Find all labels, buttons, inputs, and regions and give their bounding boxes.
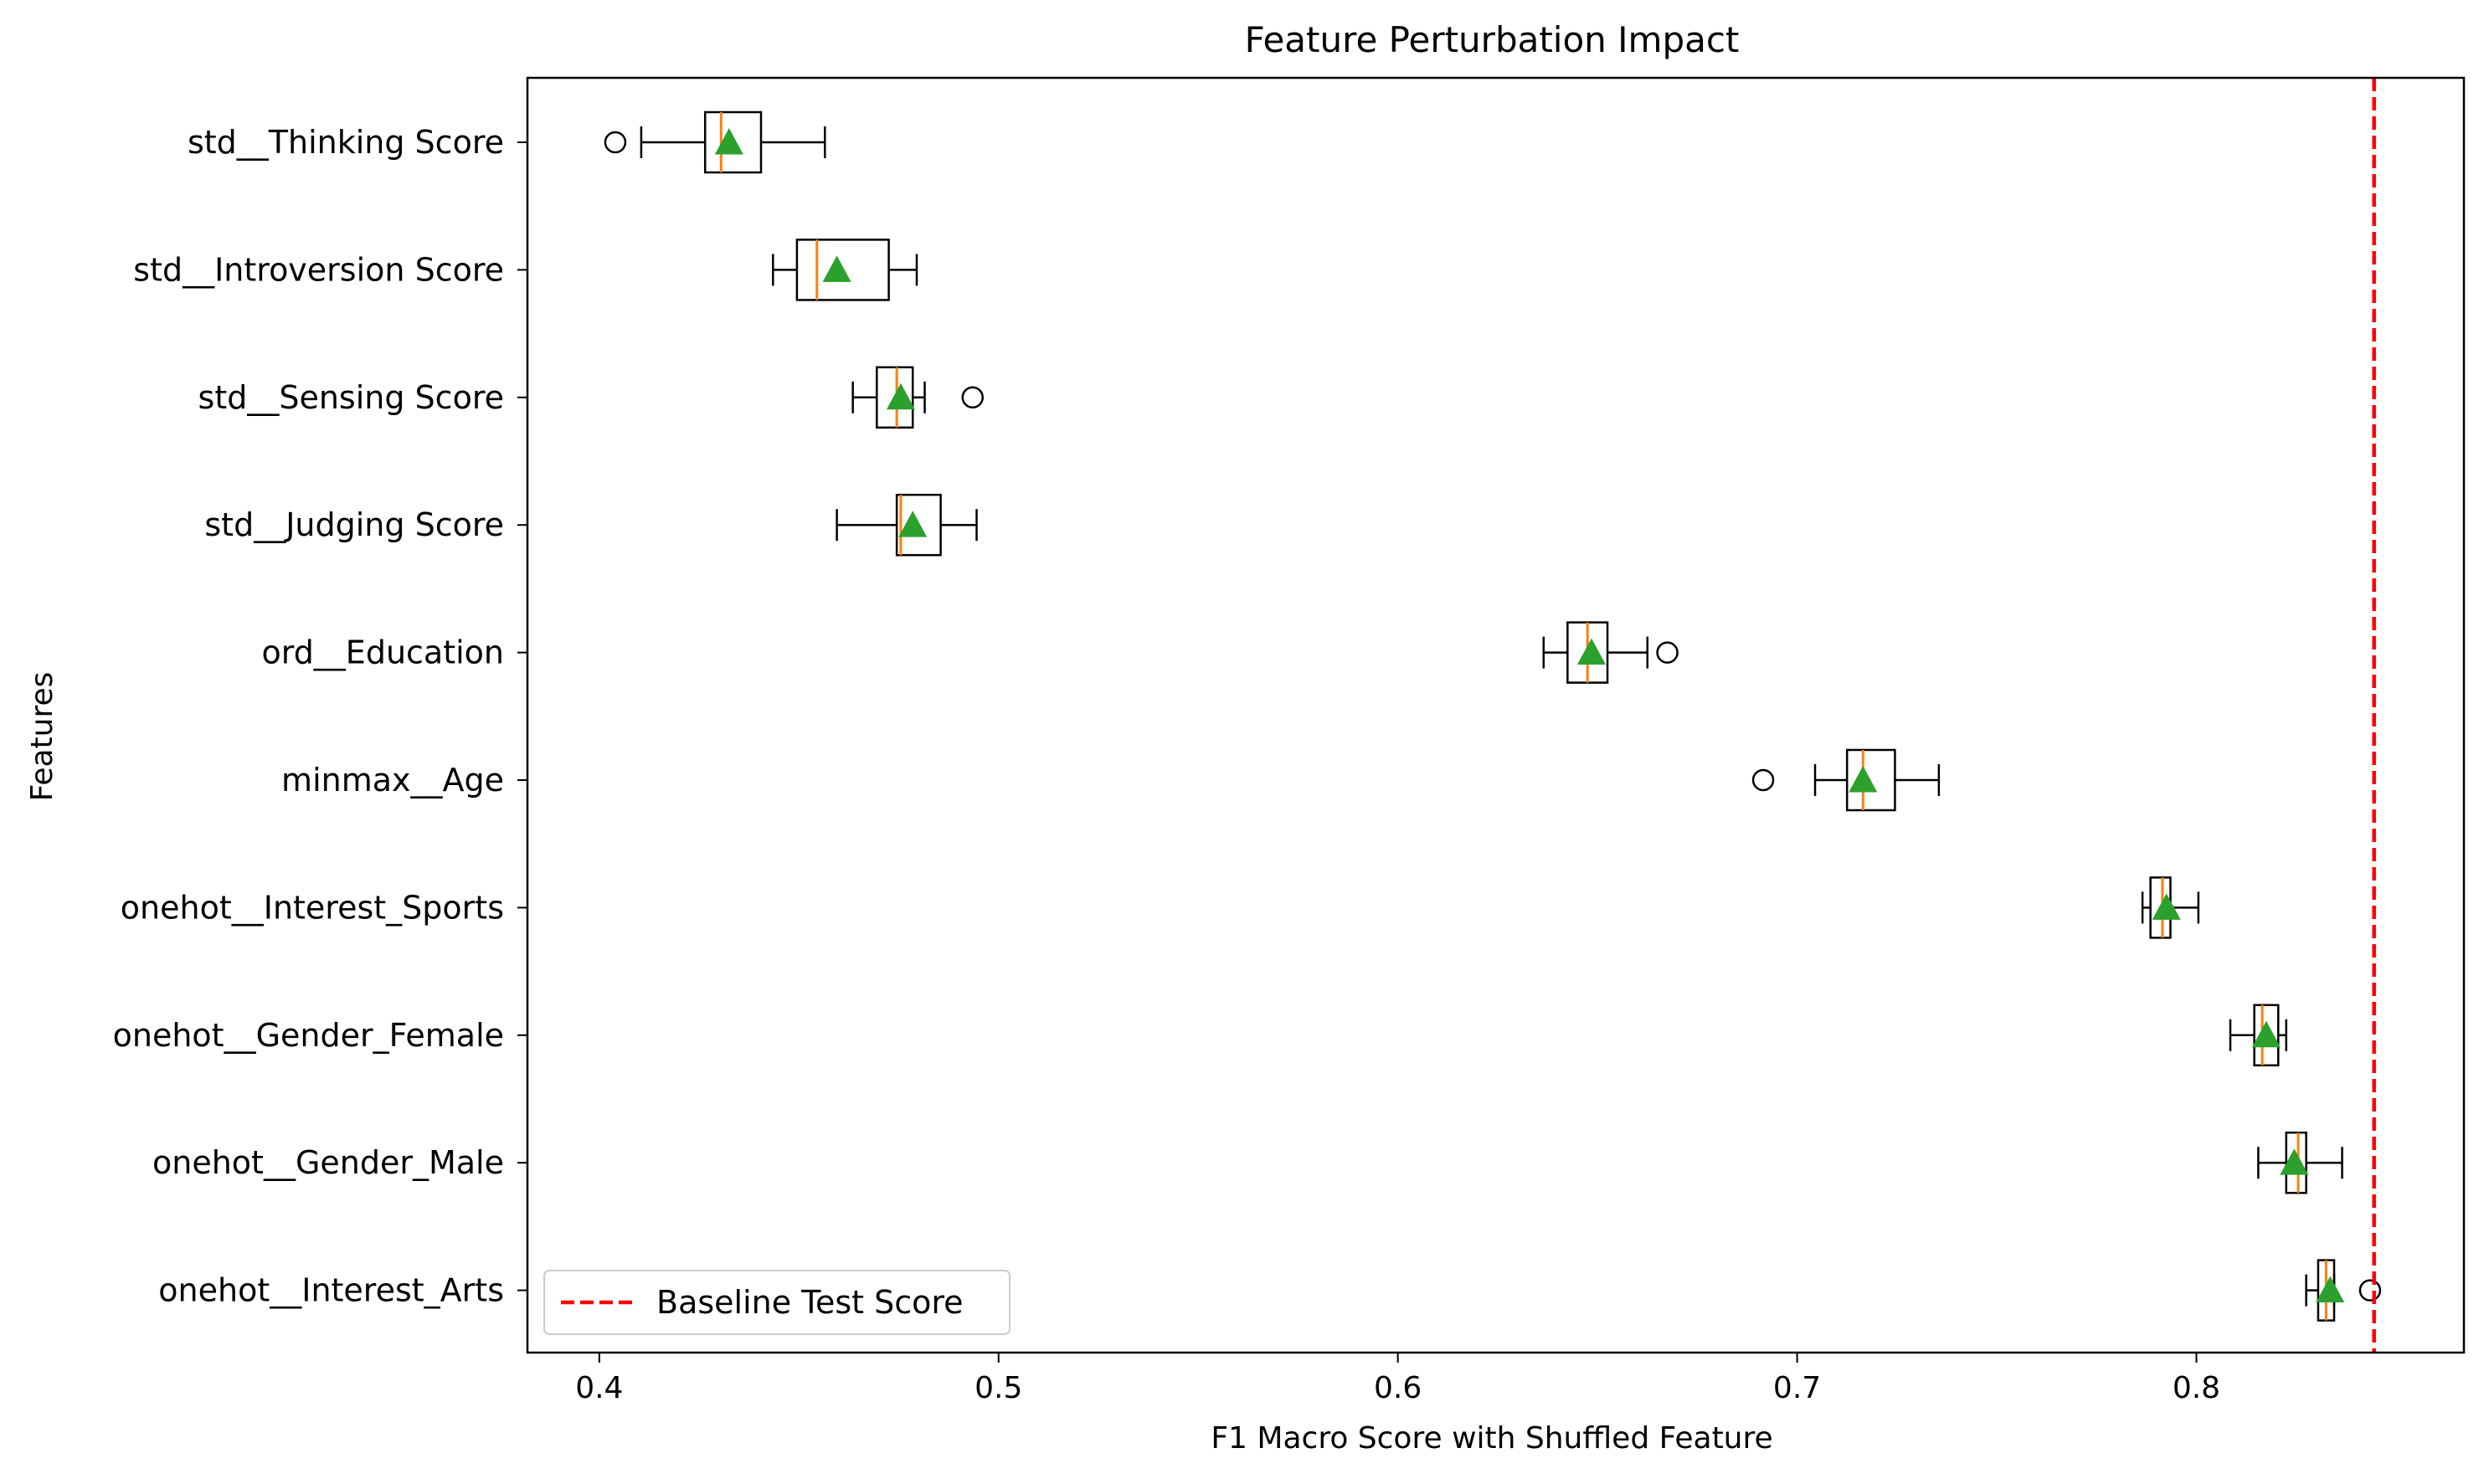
legend-baseline-label: Baseline Test Score xyxy=(656,1284,964,1321)
mean-marker xyxy=(2251,1020,2281,1048)
iqr-box xyxy=(895,493,942,557)
mean-marker xyxy=(1576,638,1606,665)
y-tick-label: std__Judging Score xyxy=(204,506,504,543)
mean-marker xyxy=(2280,1148,2309,1175)
iqr-box xyxy=(2285,1131,2307,1194)
mean-marker xyxy=(2152,893,2181,920)
plot-area-background xyxy=(527,78,2464,1353)
y-tick-label: onehot__Interest_Arts xyxy=(158,1272,504,1309)
x-tick-label: 0.8 xyxy=(2173,1371,2220,1405)
x-tick-label: 0.4 xyxy=(575,1371,623,1405)
x-tick-label: 0.5 xyxy=(975,1371,1022,1405)
box-7 xyxy=(2229,1004,2288,1067)
iqr-box xyxy=(703,110,763,174)
legend: Baseline Test Score xyxy=(543,1270,1011,1335)
y-tick-label: onehot__Gender_Male xyxy=(152,1144,504,1181)
box-2 xyxy=(851,366,985,429)
mean-marker xyxy=(898,511,928,537)
y-tick-label: onehot__Interest_Sports xyxy=(121,889,504,926)
mean-marker xyxy=(2316,1276,2345,1303)
outlier-point xyxy=(1656,641,1679,664)
box-5 xyxy=(1751,748,1941,812)
plot-area-frame xyxy=(526,76,2466,1354)
plot-layer xyxy=(604,78,2382,1353)
outlier-point xyxy=(961,386,985,409)
box-1 xyxy=(772,239,918,301)
box-8 xyxy=(2257,1131,2343,1194)
y-tick-label: std__Introversion Score xyxy=(133,251,504,288)
box-6 xyxy=(2141,876,2200,939)
mean-marker xyxy=(714,128,743,155)
y-tick-label: std__Thinking Score xyxy=(188,124,504,161)
y-axis-ticks: std__Thinking Score std__Introversion Sco… xyxy=(113,124,527,1309)
y-axis-label: Features xyxy=(25,672,59,802)
mean-marker xyxy=(822,255,851,282)
iqr-box xyxy=(876,366,914,429)
x-tick-label: 0.7 xyxy=(1773,1371,1821,1405)
box-0 xyxy=(604,110,826,174)
outlier-point xyxy=(604,131,627,154)
box-9 xyxy=(2305,1259,2382,1322)
mean-marker xyxy=(886,383,915,410)
chart-title: Feature Perturbation Impact xyxy=(1245,19,1740,60)
outlier-point xyxy=(2358,1279,2382,1302)
box-3 xyxy=(836,493,978,557)
y-tick-label: std__Sensing Score xyxy=(198,379,504,416)
y-tick-label: minmax__Age xyxy=(281,762,504,798)
mean-marker xyxy=(1849,766,1878,793)
legend-box xyxy=(543,1270,1011,1335)
iqr-box xyxy=(2253,1004,2280,1067)
y-tick-label: ord__Education xyxy=(261,634,504,671)
y-tick-label: onehot__Gender_Female xyxy=(113,1017,504,1054)
x-tick-label: 0.6 xyxy=(1374,1371,1422,1405)
iqr-box xyxy=(795,239,890,301)
x-axis-label: F1 Macro Score with Shuffled Feature xyxy=(1211,1421,1772,1456)
box-4 xyxy=(1542,621,1679,684)
x-axis-ticks: 0.4 0.5 0.6 0.7 0.8 xyxy=(575,1353,2220,1405)
outlier-point xyxy=(1751,768,1775,792)
iqr-box xyxy=(1845,748,1896,812)
